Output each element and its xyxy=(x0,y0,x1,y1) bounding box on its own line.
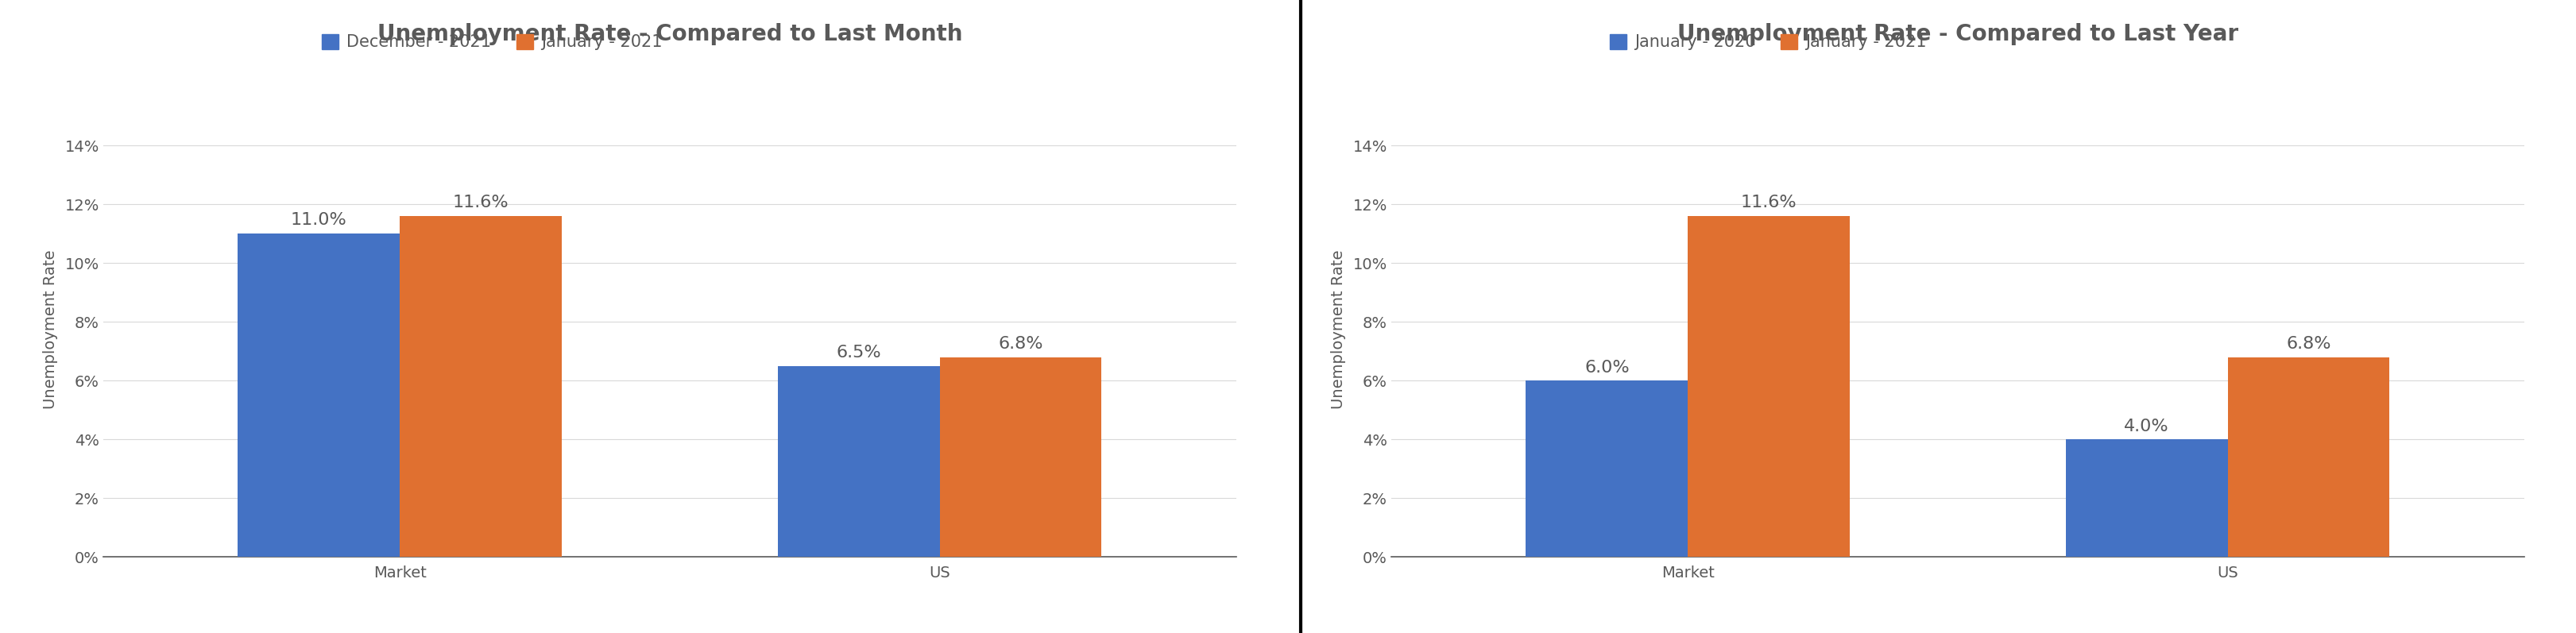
Y-axis label: Unemployment Rate: Unemployment Rate xyxy=(44,249,59,409)
Text: 6.8%: 6.8% xyxy=(2285,336,2331,352)
Bar xyxy=(399,216,562,557)
Legend: January - 2020, January - 2021: January - 2020, January - 2021 xyxy=(1602,27,1935,57)
Text: 11.0%: 11.0% xyxy=(291,213,348,229)
Bar xyxy=(940,357,1103,557)
Title: Unemployment Rate - Compared to Last Year: Unemployment Rate - Compared to Last Yea… xyxy=(1677,23,2239,46)
Bar xyxy=(237,234,399,557)
Legend: December - 2021, January - 2021: December - 2021, January - 2021 xyxy=(314,27,670,57)
Y-axis label: Unemployment Rate: Unemployment Rate xyxy=(1332,249,1347,409)
Text: 11.6%: 11.6% xyxy=(1741,195,1798,211)
Bar xyxy=(2228,357,2391,557)
Bar xyxy=(1687,216,1850,557)
Title: Unemployment Rate - Compared to Last Month: Unemployment Rate - Compared to Last Mon… xyxy=(376,23,963,46)
Bar xyxy=(1525,380,1687,557)
Bar xyxy=(778,366,940,557)
Text: 11.6%: 11.6% xyxy=(453,195,510,211)
Text: 6.0%: 6.0% xyxy=(1584,360,1631,375)
Text: 6.5%: 6.5% xyxy=(837,345,881,361)
Text: 6.8%: 6.8% xyxy=(997,336,1043,352)
Text: 4.0%: 4.0% xyxy=(2125,418,2169,434)
Bar xyxy=(2066,439,2228,557)
